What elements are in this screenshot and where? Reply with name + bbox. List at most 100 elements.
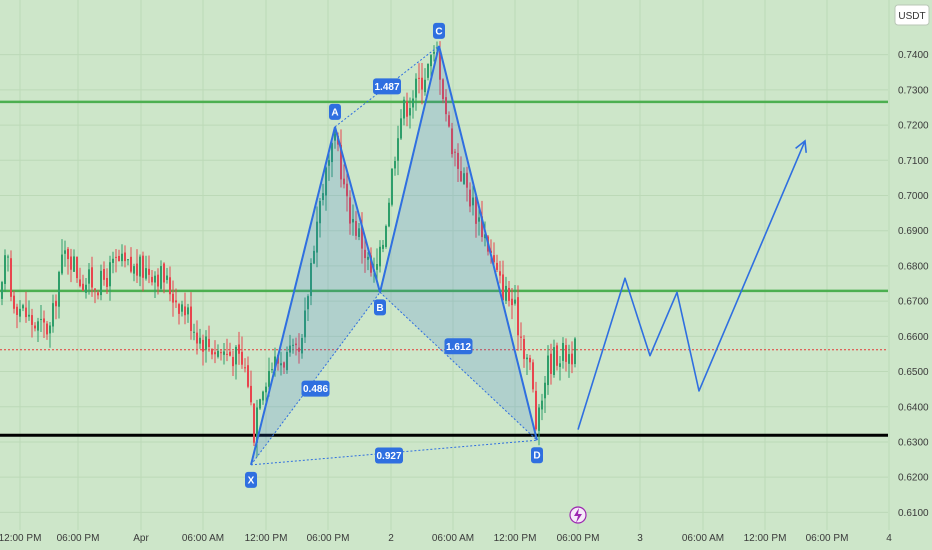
candle-body bbox=[364, 249, 366, 259]
time-axis[interactable]: 12:00 PM 06:00 PM Apr 06:00 AM 12:00 PM 06:00… bbox=[0, 533, 892, 544]
candle-body bbox=[268, 370, 270, 387]
candle-body bbox=[397, 138, 399, 161]
candle-body bbox=[505, 285, 507, 301]
candle-body bbox=[259, 399, 261, 409]
y-tick-label: 0.6800 bbox=[898, 261, 929, 272]
candle-body bbox=[310, 262, 312, 296]
candle-body bbox=[388, 202, 390, 227]
candle-body bbox=[349, 197, 351, 224]
lightning-icon[interactable] bbox=[569, 506, 587, 524]
candle-body bbox=[25, 307, 27, 318]
currency-label[interactable]: USDT bbox=[894, 4, 930, 26]
candle-body bbox=[274, 356, 276, 371]
candle-body bbox=[142, 255, 144, 278]
candle-body bbox=[154, 275, 156, 283]
candle-body bbox=[562, 342, 564, 361]
candle-body bbox=[253, 403, 255, 443]
candle-body bbox=[118, 255, 120, 262]
leg-xa bbox=[250, 126, 336, 466]
candle-body bbox=[568, 354, 570, 364]
candle-body bbox=[223, 351, 225, 355]
projection-line bbox=[577, 140, 806, 430]
pattern-point-badge bbox=[433, 22, 445, 39]
ratio-badge bbox=[301, 380, 330, 397]
candle-body bbox=[460, 171, 462, 182]
candle-body bbox=[556, 345, 558, 366]
candle-body bbox=[322, 193, 324, 201]
candle-body bbox=[244, 367, 246, 369]
candle-body bbox=[334, 133, 336, 141]
candle-body bbox=[130, 256, 132, 272]
candle-body bbox=[196, 332, 198, 344]
candle-body bbox=[433, 51, 435, 54]
candle-body bbox=[46, 323, 48, 335]
candle-body bbox=[403, 99, 405, 119]
candle-body bbox=[304, 310, 306, 338]
candle-body bbox=[160, 266, 162, 289]
candle-body bbox=[208, 338, 210, 348]
candle-body bbox=[193, 331, 195, 333]
x-tick-label: 12:00 PM bbox=[245, 533, 288, 544]
candle-body bbox=[1, 282, 3, 299]
candle-body bbox=[250, 385, 252, 403]
candle-body bbox=[400, 118, 402, 139]
candle-body bbox=[346, 183, 348, 197]
candle-body bbox=[7, 256, 9, 258]
candle-body bbox=[145, 268, 147, 279]
ratio-badge bbox=[373, 78, 401, 95]
candle-body bbox=[361, 226, 363, 249]
y-tick-label: 0.7200 bbox=[898, 121, 929, 132]
candle-body bbox=[97, 292, 99, 296]
candle-body bbox=[265, 386, 267, 393]
candle-body bbox=[427, 63, 429, 78]
candle-body bbox=[316, 221, 318, 253]
candle-body bbox=[412, 98, 414, 108]
candle-body bbox=[19, 308, 21, 317]
candle-body bbox=[211, 348, 213, 355]
candle-body bbox=[430, 55, 432, 67]
x-tick-label: 12:00 PM bbox=[494, 533, 537, 544]
x-tick-label: Apr bbox=[133, 533, 149, 544]
candle-body bbox=[148, 268, 150, 275]
candle-body bbox=[256, 407, 258, 443]
price-axis[interactable]: 0.7400 0.7300 0.7200 0.7100 0.7000 0.6900 0.68… bbox=[890, 0, 932, 550]
y-tick-label: 0.6500 bbox=[898, 367, 929, 378]
leg-ab bbox=[334, 126, 381, 293]
candle-body bbox=[286, 351, 288, 371]
leg-bc bbox=[379, 45, 440, 293]
candle-body bbox=[16, 306, 18, 315]
grid-lines bbox=[0, 0, 890, 530]
candle-body bbox=[541, 400, 543, 410]
candle-body bbox=[37, 321, 39, 331]
horizontal-levels bbox=[0, 100, 888, 437]
candle-body bbox=[391, 168, 393, 205]
candle-body bbox=[442, 79, 444, 100]
candle-body bbox=[4, 255, 6, 284]
candle-body bbox=[133, 266, 135, 274]
candle-body bbox=[13, 295, 15, 309]
candle-body bbox=[181, 304, 183, 312]
candle-body bbox=[385, 226, 387, 247]
pattern-point-label: D bbox=[533, 451, 540, 462]
candle-body bbox=[70, 256, 72, 270]
candle-body bbox=[331, 143, 333, 163]
candle-body bbox=[124, 252, 126, 262]
candle-body bbox=[298, 347, 300, 352]
candle-body bbox=[175, 300, 177, 303]
candle-body bbox=[88, 269, 90, 284]
projection-arrowhead bbox=[795, 139, 807, 153]
candle-body bbox=[307, 296, 309, 310]
candle-body bbox=[205, 336, 207, 350]
candle-body bbox=[100, 270, 102, 296]
price-axis-bg bbox=[890, 0, 932, 550]
candle-body bbox=[280, 363, 282, 366]
candle-body bbox=[169, 277, 171, 295]
candle-body bbox=[535, 390, 537, 430]
candle-body bbox=[67, 248, 69, 260]
candle-body bbox=[199, 337, 201, 344]
pattern-point-label: A bbox=[331, 107, 338, 118]
candle-body bbox=[157, 274, 159, 287]
candle-body bbox=[10, 258, 12, 297]
candle-body bbox=[526, 357, 528, 360]
